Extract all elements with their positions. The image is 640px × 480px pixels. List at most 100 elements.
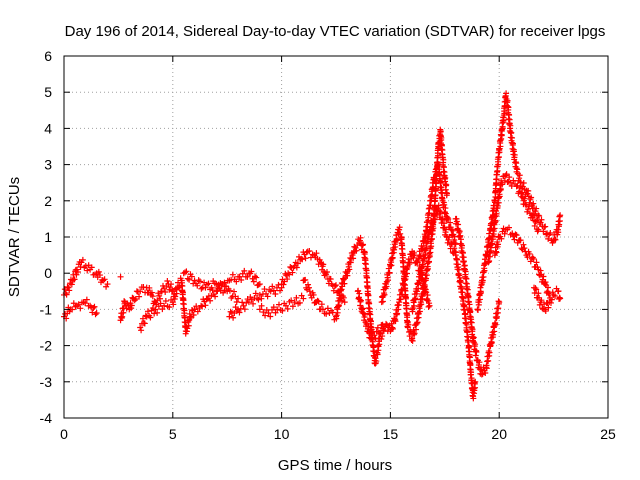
data-point (467, 361, 474, 368)
data-point (233, 278, 240, 285)
data-point (401, 270, 408, 277)
data-point (530, 255, 537, 262)
data-point (357, 234, 364, 241)
data-point (197, 278, 203, 285)
data-point (380, 326, 387, 333)
data-point (516, 175, 523, 182)
data-point (492, 218, 499, 225)
data-point (186, 276, 193, 283)
data-point (404, 324, 411, 331)
data-point (387, 262, 394, 269)
data-point (151, 310, 158, 317)
grid (64, 56, 608, 418)
data-point (241, 306, 248, 313)
data-point (300, 295, 307, 302)
data-point (440, 156, 447, 163)
data-point (90, 304, 97, 311)
data-point (540, 228, 547, 235)
data-point (397, 230, 404, 237)
data-point (525, 187, 532, 194)
data-point (159, 306, 166, 313)
data-point (451, 245, 458, 252)
data-point (427, 202, 434, 209)
data-point (394, 237, 401, 244)
data-point (437, 128, 444, 135)
data-point (460, 295, 467, 302)
data-point (270, 287, 277, 294)
data-point (84, 267, 91, 274)
data-point (221, 287, 228, 294)
data-point (156, 292, 163, 299)
data-point (357, 297, 364, 304)
data-point (510, 177, 517, 184)
data-point (486, 349, 493, 356)
data-point (202, 284, 209, 291)
data-point (141, 320, 148, 327)
data-point (137, 324, 144, 331)
data-point (149, 293, 156, 300)
chart-title: Day 196 of 2014, Sidereal Day-to-day VTE… (65, 23, 606, 40)
x-tick-label: 20 (491, 426, 507, 442)
data-point (482, 370, 489, 377)
data-point (68, 281, 75, 288)
data-point (532, 285, 539, 292)
data-point (377, 329, 384, 336)
data-point (398, 234, 405, 241)
data-point (417, 301, 424, 308)
data-point (361, 249, 368, 256)
data-point (256, 281, 263, 288)
data-point (420, 263, 427, 270)
data-point (179, 289, 186, 296)
data-point (424, 238, 431, 245)
data-point (314, 297, 321, 304)
data-point (376, 341, 383, 348)
data-point (195, 277, 202, 284)
data-point (394, 310, 401, 317)
data-point (540, 273, 547, 280)
data-point (457, 278, 464, 285)
data-point (117, 273, 124, 280)
data-point (367, 318, 374, 325)
data-point (199, 303, 206, 310)
data-point (161, 302, 168, 309)
data-point (360, 305, 367, 312)
x-tick-label: 15 (383, 426, 399, 442)
data-point (493, 210, 500, 217)
data-point (386, 269, 393, 276)
data-point (415, 285, 422, 292)
data-point (492, 321, 499, 328)
data-point (552, 293, 559, 300)
data-point (181, 307, 188, 314)
data-point (140, 284, 147, 291)
data-point (483, 365, 490, 372)
data-point (498, 131, 505, 138)
data-point (231, 288, 237, 295)
data-point (274, 306, 281, 313)
data-point (212, 293, 219, 300)
data-point (530, 200, 537, 207)
data-point (63, 291, 70, 298)
data-point (170, 301, 177, 308)
data-point (494, 202, 501, 209)
data-point (521, 195, 528, 202)
y-tick-label: 1 (44, 229, 52, 245)
data-point (446, 234, 453, 241)
data-point (505, 224, 512, 231)
data-point (479, 370, 486, 377)
data-point (511, 236, 518, 243)
data-point (437, 179, 444, 186)
data-point (501, 110, 508, 117)
data-point (244, 273, 251, 280)
data-point (528, 194, 535, 201)
data-point (524, 208, 531, 215)
data-point (162, 297, 169, 304)
data-point (482, 260, 489, 267)
data-point (511, 151, 518, 158)
data-point (82, 262, 89, 269)
data-point (372, 335, 379, 342)
data-point (91, 303, 98, 310)
data-point (463, 321, 470, 328)
data-point (303, 249, 310, 256)
data-point (409, 337, 416, 344)
y-axis-title: SDTVAR / TECUs (6, 177, 23, 297)
